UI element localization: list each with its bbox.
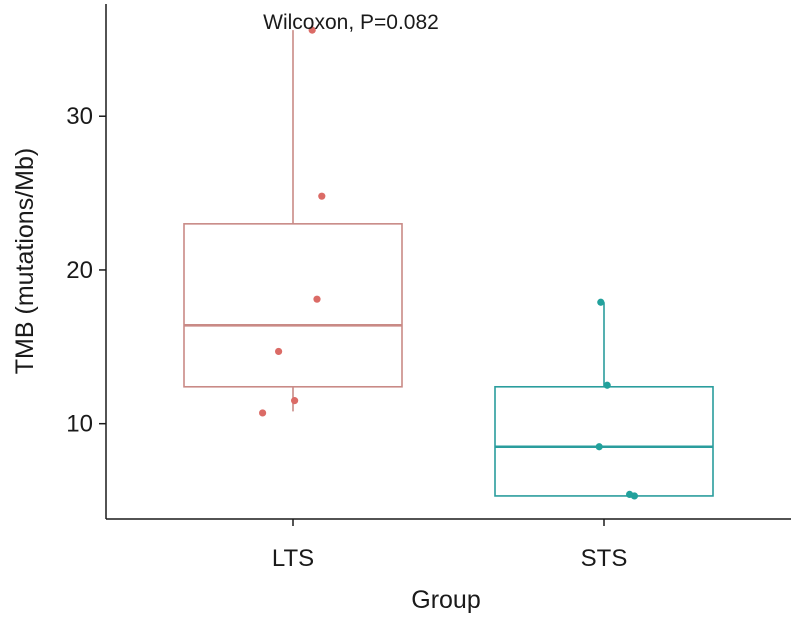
y-axis-title: TMB (mutations/Mb) — [11, 148, 39, 374]
data-point — [595, 443, 603, 451]
data-point — [275, 347, 283, 356]
data-point — [259, 409, 267, 417]
x-tick-label: LTS — [272, 545, 314, 572]
data-point — [630, 492, 639, 500]
data-point — [318, 192, 326, 200]
y-ticks: 10 20 30 — [66, 103, 106, 438]
data-point — [603, 381, 611, 389]
box-iqr — [494, 385, 714, 497]
data-point — [597, 298, 605, 306]
data-point — [291, 397, 299, 405]
x-ticks: LTS STS — [272, 519, 627, 572]
data-point — [308, 26, 316, 34]
y-tick-label: 10 — [66, 411, 93, 438]
x-axis-title: Group — [411, 586, 480, 614]
y-tick-label: 20 — [66, 257, 93, 284]
boxes — [183, 30, 714, 497]
box-iqr — [183, 223, 403, 388]
x-tick-label: STS — [581, 545, 628, 572]
data-point — [313, 295, 321, 303]
points — [259, 26, 639, 500]
annotation-label: Wilcoxon, P=0.082 — [263, 11, 439, 34]
y-tick-label: 30 — [66, 103, 93, 130]
